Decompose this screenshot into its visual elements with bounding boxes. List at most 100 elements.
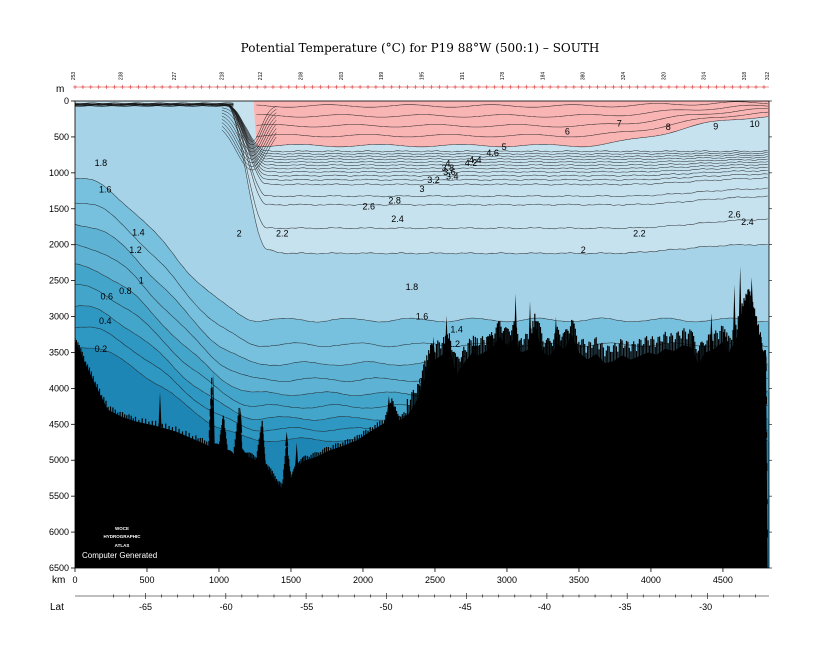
seamount-spike — [732, 284, 736, 342]
distance-tick-label: 2000 — [353, 575, 373, 585]
station-label: 324 — [621, 72, 627, 81]
seamount-spike — [750, 277, 754, 313]
contour-label: 1.2 — [129, 245, 142, 255]
surface-contour — [75, 105, 234, 107]
seamount-spike — [239, 407, 243, 433]
contour-label: 4.6 — [486, 148, 499, 158]
contour-label: 4.4 — [469, 155, 482, 165]
latitude-tick-label: -30 — [699, 602, 712, 612]
contour-label: 6 — [565, 126, 570, 136]
isotherm-8 — [256, 108, 768, 128]
seamount-spike — [387, 395, 391, 411]
depth-tick-label: 1500 — [49, 204, 69, 214]
logo-line-1: WOCE — [115, 526, 129, 531]
seafloor — [75, 302, 769, 568]
distance-tick-label: 3000 — [497, 575, 517, 585]
seamount-spike — [514, 293, 518, 341]
contour-label: 2.4 — [391, 214, 404, 224]
station-label: 227 — [172, 72, 178, 81]
isotherm-contours — [75, 101, 768, 443]
fill-band-1p8-to-2 — [75, 103, 769, 323]
logo-line-3: ATLAS — [115, 543, 130, 548]
isotherm-6 — [256, 116, 768, 148]
distance-tick-label: 500 — [139, 575, 154, 585]
frontal-contour — [221, 107, 277, 146]
contour-label: 2 — [581, 245, 586, 255]
contour-label: 1.6 — [416, 312, 429, 322]
distance-tick-label: 1000 — [209, 575, 229, 585]
isotherm-7 — [256, 111, 768, 138]
isotherm-9 — [256, 104, 768, 118]
contour-label: 10 — [750, 119, 760, 129]
seamount-spike — [709, 312, 713, 351]
seamount-spike — [295, 442, 299, 466]
depth-tick-label: 5000 — [49, 455, 69, 465]
contour-label: 1.6 — [99, 184, 112, 194]
station-label: 380 — [581, 72, 587, 81]
frontal-contour — [221, 105, 277, 142]
plot-frame — [74, 100, 770, 569]
distance-tick-label: 2500 — [425, 575, 445, 585]
depth-tick-label: 3500 — [49, 347, 69, 357]
contour-label: 5 — [502, 142, 507, 152]
frontal-contour — [221, 129, 277, 171]
contour-label: 8 — [666, 122, 671, 132]
contour-label: 2.2 — [276, 228, 289, 238]
latitude-tick-label: -55 — [300, 602, 313, 612]
frontal-contour — [221, 126, 277, 167]
contour-label: 9 — [713, 121, 718, 131]
latitude-tick-label: -35 — [619, 602, 632, 612]
frontal-contour — [221, 119, 277, 160]
computer-generated-note: Computer Generated — [82, 551, 157, 560]
station-label: 178 — [500, 72, 506, 81]
bathymetry — [75, 266, 769, 568]
contour-label: 0.4 — [99, 316, 112, 326]
contour-label: 3.2 — [427, 175, 440, 185]
contour-label: 3.4 — [446, 172, 459, 182]
isotherm-1p8 — [75, 178, 768, 323]
seamount-spike — [554, 316, 558, 347]
station-label: 203 — [339, 72, 345, 81]
fill-band-6-to-11 — [75, 101, 769, 147]
frontal-contour — [221, 115, 277, 156]
contour-label: 0.2 — [95, 344, 108, 354]
latitude-tick-label: -45 — [459, 602, 472, 612]
contour-label: 7 — [617, 118, 622, 128]
contour-label: 0.6 — [419, 376, 432, 386]
depth-tick-label: 0 — [64, 96, 69, 106]
contour-label: 0.8 — [434, 363, 447, 373]
contour-label: 2 — [237, 228, 242, 238]
station-label: 318 — [742, 72, 748, 81]
chart-title: Potential Temperature (°C) for P19 88°W … — [241, 41, 600, 55]
contour-label: 1.4 — [450, 325, 463, 335]
seamount-spike — [738, 266, 742, 327]
isotherm-10 — [256, 101, 768, 108]
distance-tick-label: 1500 — [281, 575, 301, 585]
contour-label: 3.6 — [443, 167, 456, 177]
depth-tick-label: 500 — [54, 132, 69, 142]
station-label: 238 — [119, 72, 125, 81]
contour-label: 4 — [445, 159, 450, 169]
distance-tick-label: 3500 — [569, 575, 589, 585]
contour-label: 2.2 — [633, 228, 646, 238]
latitude-tick-label: -40 — [538, 602, 551, 612]
contour-label: 2.6 — [362, 202, 375, 212]
fill-band-2-to-6 — [75, 101, 769, 254]
contour-label: 1.2 — [447, 339, 460, 349]
seamount-spike — [158, 392, 162, 427]
axes: m km Lat 0500100015002000250030003500400… — [49, 72, 772, 613]
woce-atlas-logo: WOCE HYDROGRAPHIC ATLAS Computer Generat… — [82, 526, 157, 560]
contour-label: 0.8 — [119, 286, 132, 296]
contour-label: 2.8 — [388, 195, 401, 205]
depth-tick-label: 6500 — [49, 563, 69, 573]
station-label: 253 — [71, 72, 77, 81]
station-label: 314 — [702, 72, 708, 81]
distance-unit-label: km — [52, 575, 65, 586]
depth-tick-label: 2500 — [49, 276, 69, 286]
station-label: 208 — [299, 72, 305, 81]
seamount-spike — [528, 300, 532, 349]
latitude-tick-label: -60 — [220, 602, 233, 612]
